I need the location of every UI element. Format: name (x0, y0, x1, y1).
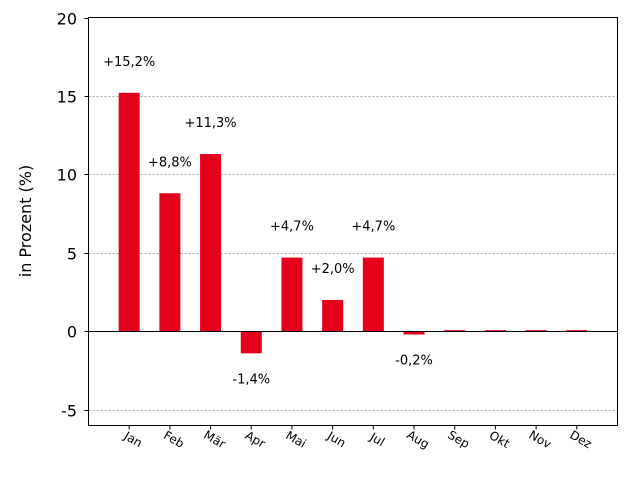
data-label: +15,2% (103, 55, 155, 70)
x-tick-label: Dez (567, 428, 594, 452)
x-tick-label: Nov (526, 428, 553, 452)
data-label: +4,7% (270, 220, 314, 235)
data-label: +11,3% (184, 116, 236, 131)
bar-aug (403, 331, 425, 335)
y-tick-label: 10 (57, 166, 77, 185)
y-axis-ticks: -5 0 5 10 15 20 (57, 10, 89, 421)
x-tick-label: Aug (404, 428, 431, 452)
y-tick-label: 15 (57, 88, 77, 107)
y-tick-label: 5 (67, 245, 77, 264)
bar-jun (322, 299, 344, 332)
data-label: +2,0% (311, 262, 355, 277)
data-label: -0,2% (395, 353, 433, 368)
y-axis-label: in Prozent (%) (16, 165, 35, 277)
x-tick-label: Apr (243, 428, 268, 451)
data-label: +4,7% (351, 220, 395, 235)
x-tick-label: Mär (201, 428, 228, 451)
bar-dez (566, 330, 588, 332)
bar-feb (159, 193, 181, 332)
bars (118, 92, 588, 354)
data-labels: +15,2% +8,8% +11,3% -1,4% +4,7% +2,0% +4,7% -0,… (103, 55, 433, 387)
bar-mai (281, 257, 303, 332)
x-tick-label: Feb (161, 428, 186, 451)
data-label: +8,8% (148, 155, 192, 170)
bar-nov (525, 330, 547, 332)
y-tick-label: -5 (61, 402, 77, 421)
bar-jul (362, 257, 384, 332)
x-tick-label: Jan (121, 428, 145, 450)
x-tick-label: Okt (487, 428, 513, 451)
x-tick-label: Mai (283, 428, 308, 451)
bar-jan (118, 92, 140, 332)
data-label: -1,4% (232, 372, 270, 387)
x-tick-label: Sep (445, 428, 472, 451)
bar-apr (240, 331, 262, 354)
y-tick-label: 20 (57, 10, 77, 29)
x-axis-ticks: Jan Feb Mär Apr Mai Jun Jul Aug Sep Okt Nov Dez (121, 425, 594, 452)
bar-sep (444, 330, 466, 332)
plot-frame (88, 17, 618, 426)
bar-okt (484, 330, 506, 332)
bar-mär (200, 154, 222, 332)
y-tick-label: 0 (67, 323, 77, 342)
x-tick-label: Jul (367, 429, 387, 449)
x-tick-label: Jun (324, 428, 348, 450)
